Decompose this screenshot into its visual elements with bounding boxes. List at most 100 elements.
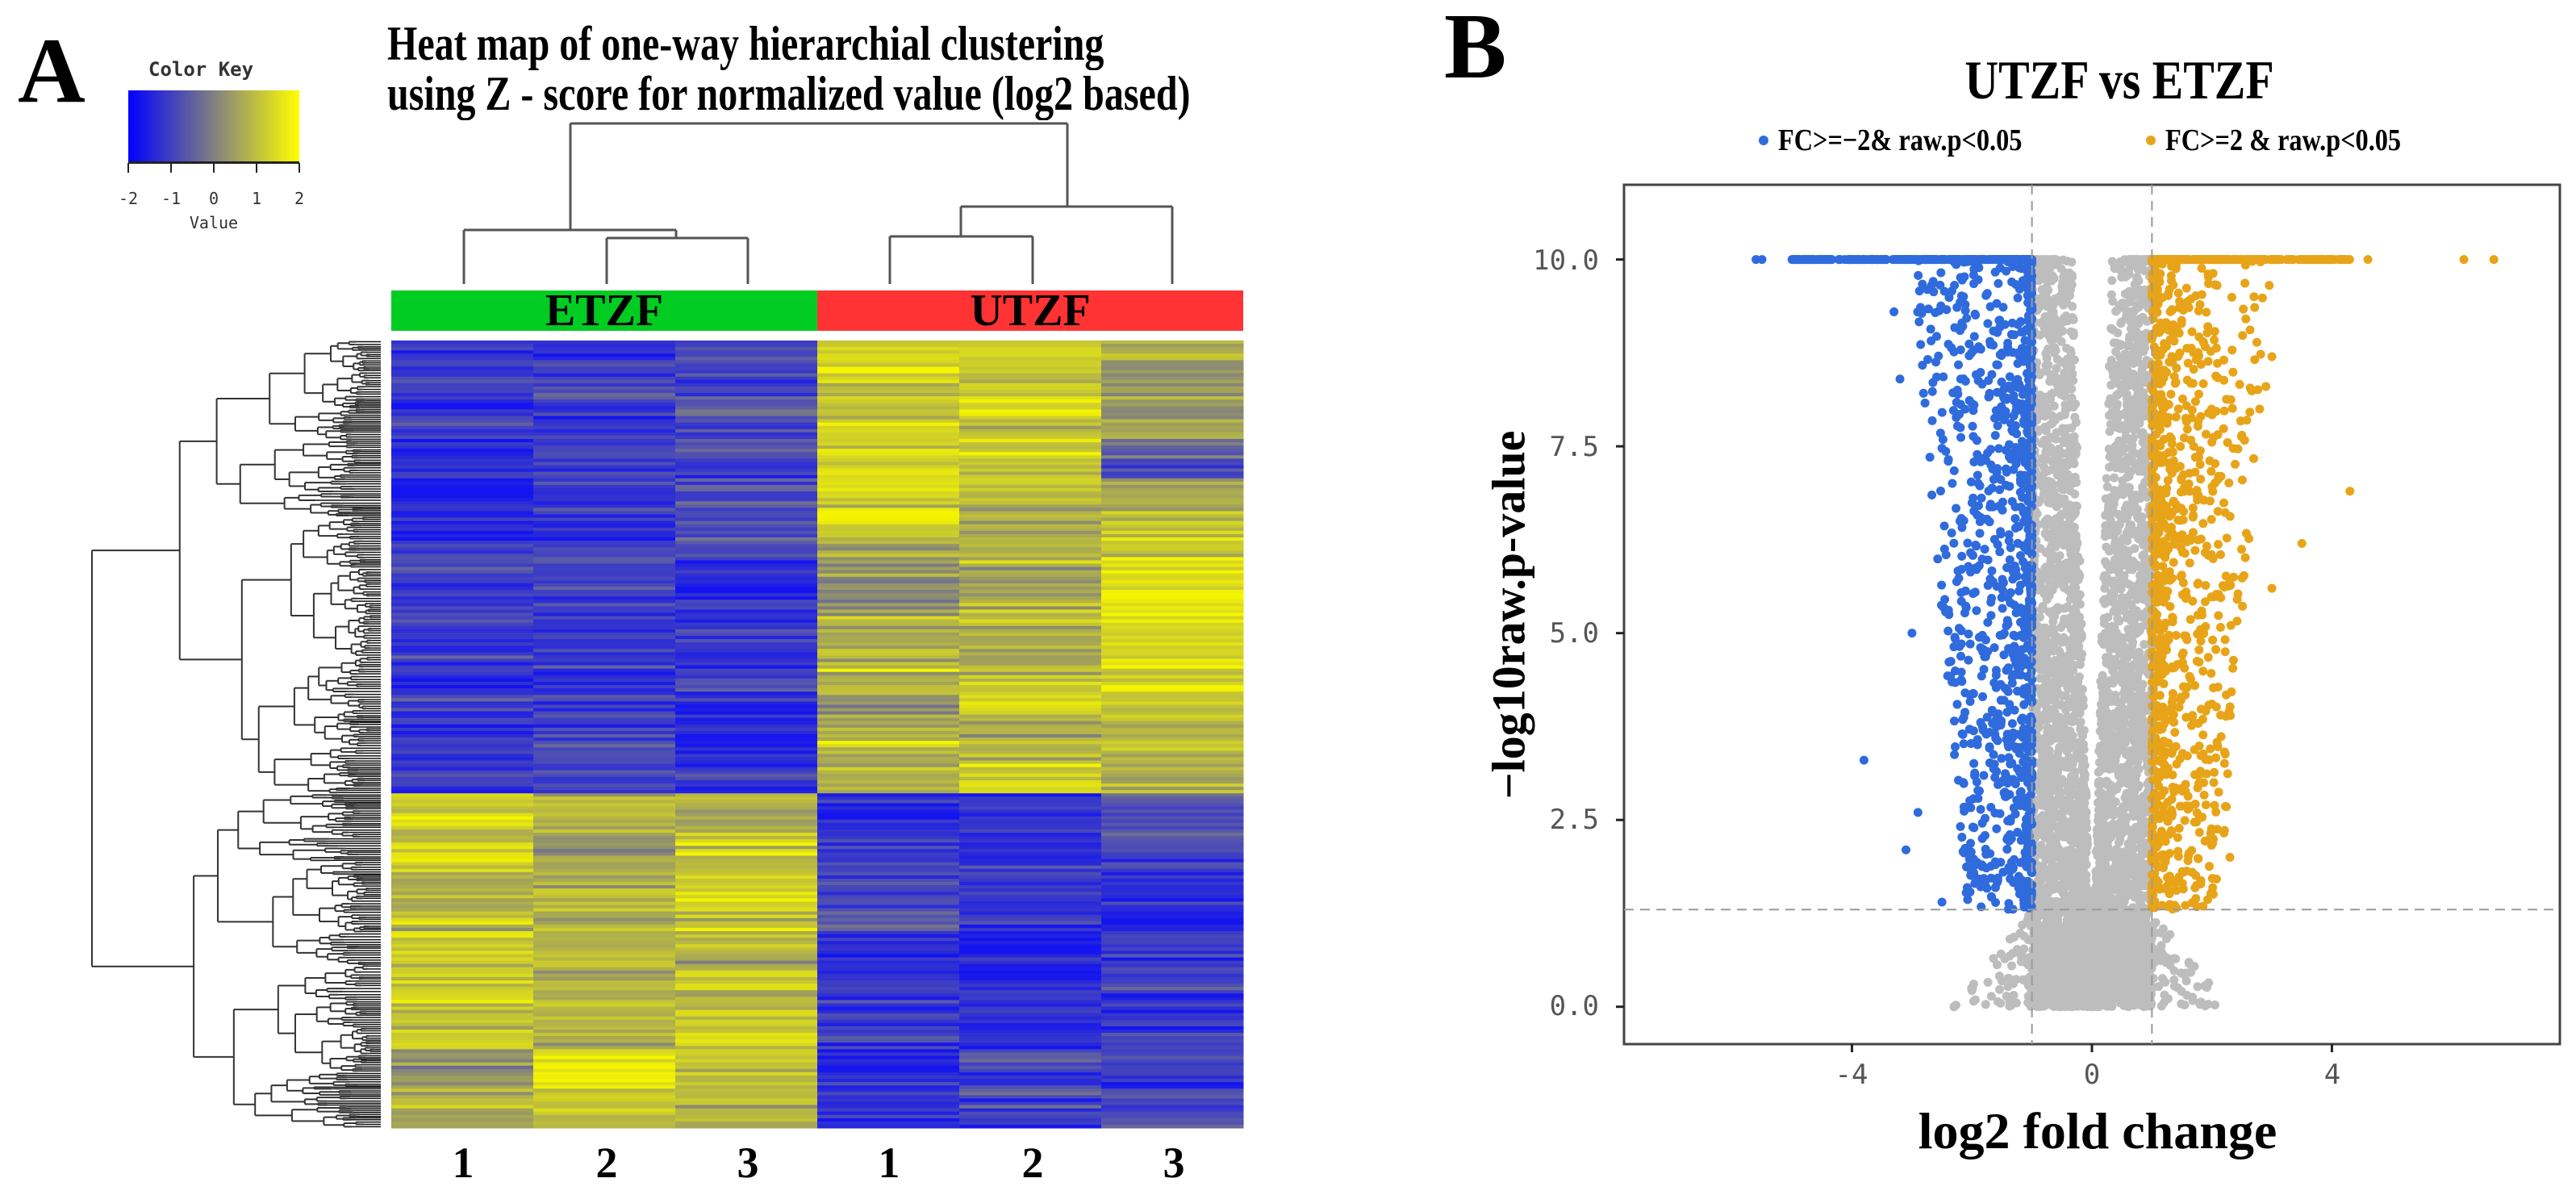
heatmap-cell	[391, 357, 534, 361]
heatmap-cell	[675, 579, 818, 584]
heatmap-cell	[959, 344, 1102, 348]
heatmap-cell	[1101, 754, 1244, 758]
heatmap-cell	[959, 533, 1102, 538]
heatmap-cell	[675, 980, 818, 984]
heatmap-cell	[675, 773, 818, 778]
heatmap-cell	[533, 386, 676, 391]
heatmap-cell	[817, 963, 960, 968]
heatmap-cell	[1101, 859, 1244, 863]
heatmap-cell	[391, 609, 534, 614]
heatmap-cell	[959, 347, 1102, 351]
heatmap-cell	[817, 1092, 960, 1096]
heatmap-cell	[533, 511, 676, 516]
heatmap-cell	[959, 520, 1102, 525]
heatmap-cell	[391, 846, 534, 850]
heatmap-cell	[817, 432, 960, 437]
heatmap-cell	[391, 481, 534, 486]
heatmap-cell	[391, 573, 534, 578]
heatmap-cell	[959, 566, 1102, 571]
heatmap-cell	[959, 763, 1102, 768]
heatmap-cell	[817, 855, 960, 860]
heatmap-cell	[959, 1095, 1102, 1099]
heatmap-cell	[675, 905, 818, 909]
heatmap-cell	[959, 842, 1102, 846]
heatmap-cell	[817, 428, 960, 433]
heatmap-cell	[817, 422, 960, 427]
volcano-point-ns	[2069, 432, 2079, 441]
heatmap-cell	[391, 875, 534, 880]
heatmap-cell	[959, 1022, 1102, 1027]
heatmap-cell	[675, 839, 818, 843]
heatmap-cell	[675, 428, 818, 433]
heatmap-cell	[817, 576, 960, 581]
heatmap-cell	[817, 442, 960, 446]
heatmap-cell	[1101, 396, 1244, 400]
heatmap-cell	[959, 701, 1102, 705]
heatmap-cell	[533, 566, 676, 571]
heatmap-cell	[1101, 587, 1244, 591]
heatmap-cell	[533, 1075, 676, 1080]
heatmap-cell	[391, 629, 534, 633]
heatmap-cell	[1101, 760, 1244, 765]
heatmap-cell	[817, 550, 960, 554]
heatmap-cell	[817, 560, 960, 565]
heatmap-cell	[817, 892, 960, 896]
heatmap-cell	[675, 458, 818, 462]
heatmap-cell	[817, 1121, 960, 1126]
heatmap-cell	[533, 1052, 676, 1057]
heatmap-cell	[675, 770, 818, 775]
heatmap-cell	[675, 1082, 818, 1086]
heatmap-cell	[533, 997, 676, 1001]
heatmap-cell	[1101, 491, 1244, 495]
heatmap-cell	[959, 1098, 1102, 1102]
heatmap-cell	[391, 566, 534, 571]
heatmap-cell	[1101, 347, 1244, 351]
heatmap-cell	[675, 1092, 818, 1096]
heatmap-cell	[391, 1052, 534, 1057]
heatmap-cell	[1101, 1016, 1244, 1021]
heatmap-cell	[959, 730, 1102, 735]
heatmap-cell	[1101, 563, 1244, 568]
heatmap-cell	[959, 570, 1102, 575]
heatmap-cell	[1101, 632, 1244, 637]
heatmap-cell	[959, 1000, 1102, 1004]
heatmap-cell	[1101, 524, 1244, 529]
heatmap-cell	[391, 803, 534, 807]
heatmap-cell	[817, 399, 960, 403]
heatmap-cell	[391, 951, 534, 955]
heatmap-cell	[1101, 439, 1244, 443]
heatmap-cell	[391, 639, 534, 643]
heatmap-cell	[533, 484, 676, 489]
heatmap-cell	[1101, 471, 1244, 476]
heatmap-cell	[533, 1055, 676, 1060]
heatmap-cell	[533, 688, 676, 692]
volcano-point-ns	[2107, 276, 2117, 286]
heatmap-cell	[391, 606, 534, 610]
heatmap-cell	[959, 455, 1102, 459]
heatmap-cell	[817, 344, 960, 348]
heatmap-cell	[533, 895, 676, 899]
heatmap-cell	[959, 849, 1102, 853]
heatmap-cell	[959, 625, 1102, 630]
heatmap-cell	[1101, 931, 1244, 935]
heatmap-cell	[959, 973, 1102, 978]
heatmap-cell	[391, 360, 534, 364]
heatmap-cell	[675, 793, 818, 797]
heatmap-cell	[1101, 1065, 1244, 1070]
heatmap-cell	[817, 911, 960, 916]
heatmap-cell	[817, 960, 960, 965]
heatmap-cell	[533, 468, 676, 473]
heatmap-cell	[817, 914, 960, 919]
heatmap-cell	[391, 560, 534, 565]
heatmap-cell	[1101, 911, 1244, 916]
heatmap-cell	[1101, 517, 1244, 522]
heatmap-cell	[959, 1036, 1102, 1040]
heatmap-cell	[1101, 685, 1244, 689]
heatmap-cell	[959, 895, 1102, 899]
heatmap-cell	[533, 668, 676, 673]
heatmap-cell	[391, 1003, 534, 1008]
heatmap-cell	[817, 386, 960, 391]
heatmap-cell	[675, 550, 818, 554]
heatmap-cell	[1101, 898, 1244, 902]
heatmap-cell	[817, 504, 960, 508]
